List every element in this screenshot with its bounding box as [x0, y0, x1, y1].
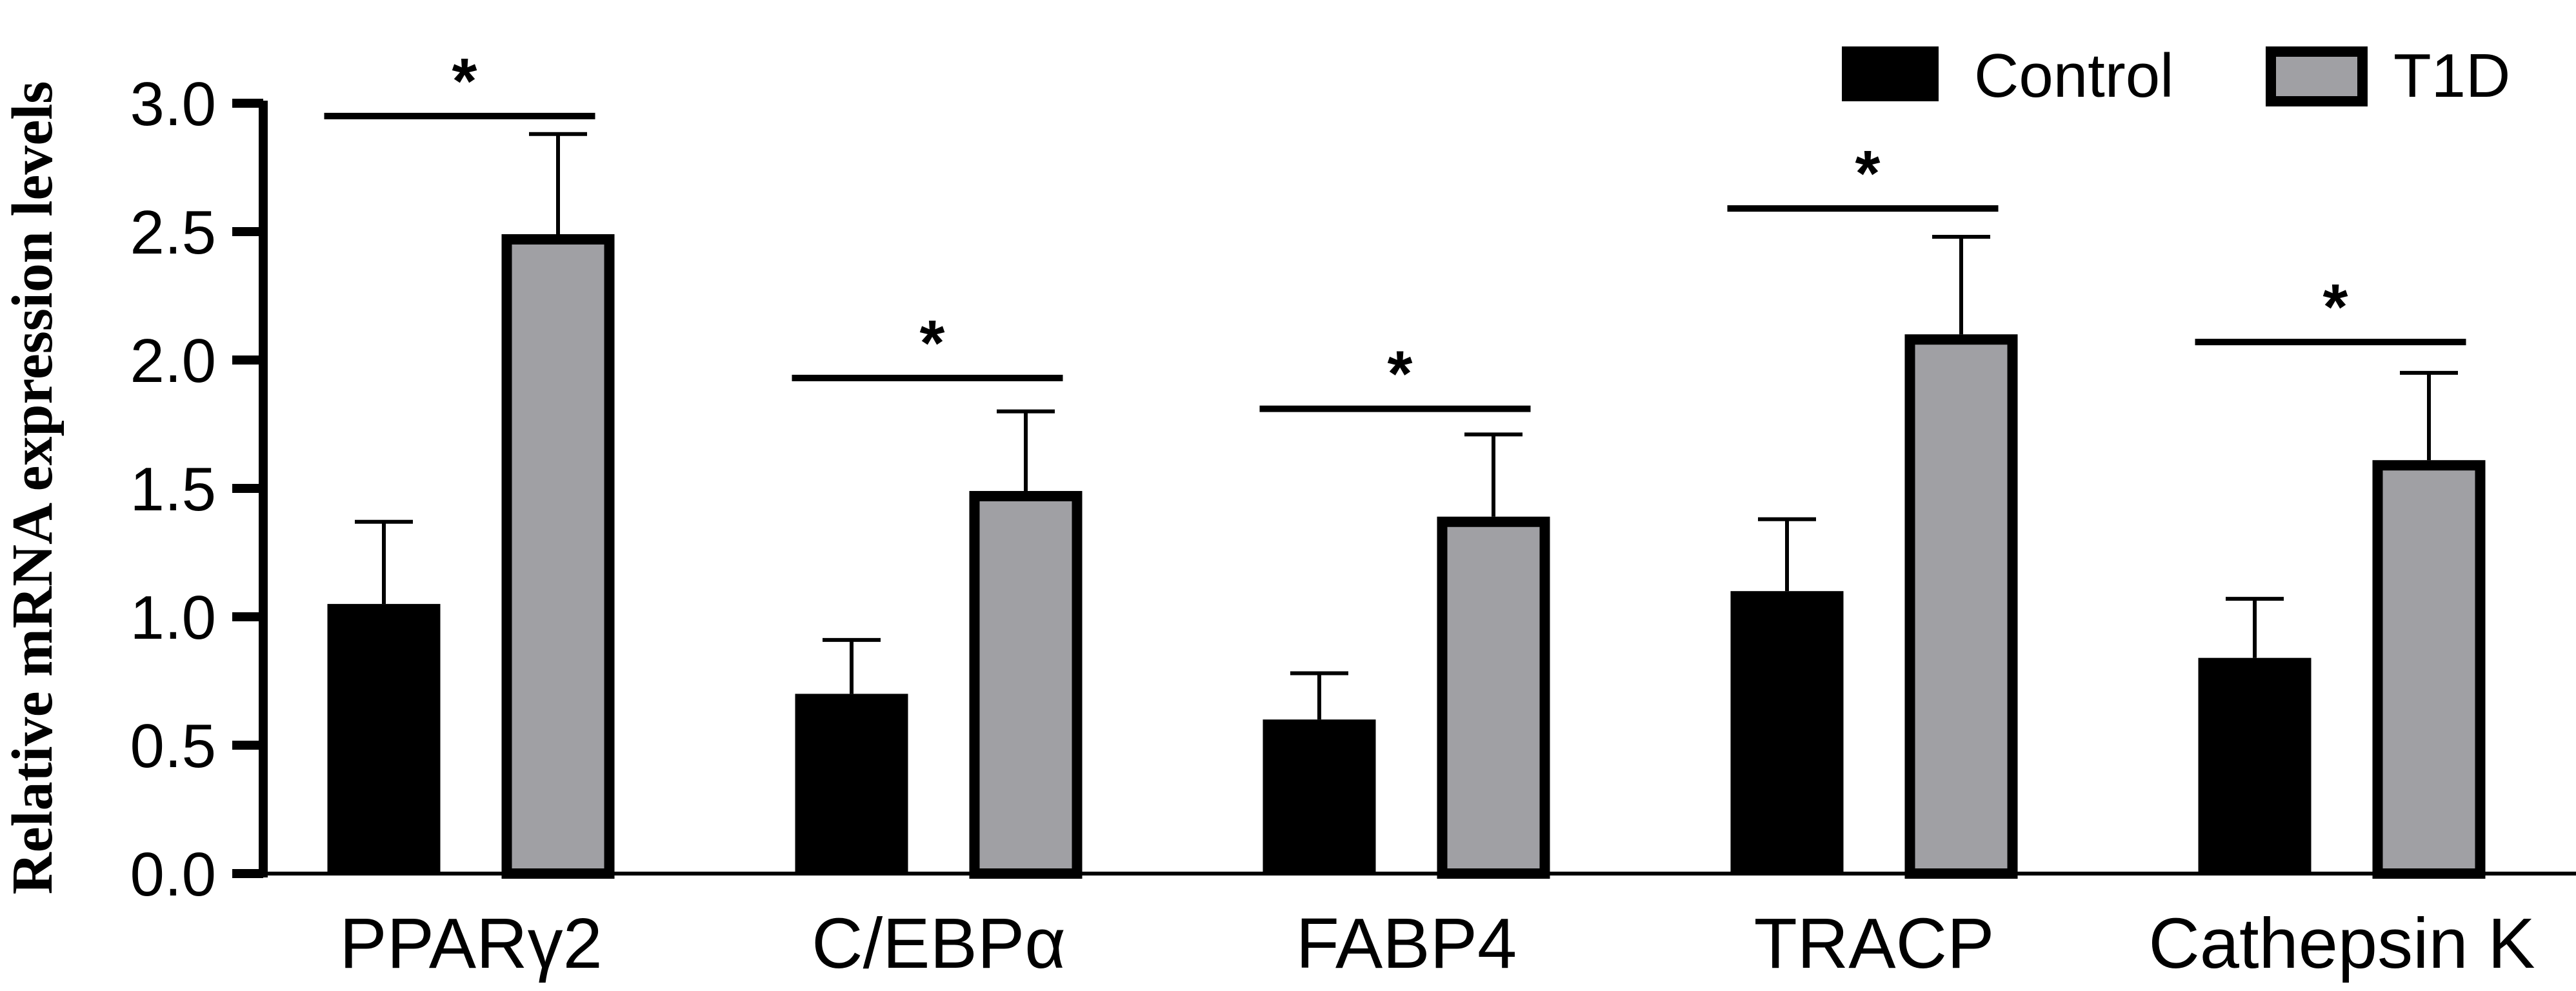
y-tick-label: 0.5 [130, 712, 216, 781]
x-category-label: Cathepsin K [2148, 904, 2535, 983]
y-tick-label: 2.0 [130, 326, 216, 395]
y-tick-label: 0.0 [130, 840, 216, 909]
y-tick-label: 2.5 [130, 198, 216, 267]
bars-group [327, 234, 2486, 879]
significance-group: * * * * * [324, 45, 2466, 412]
significance-star: * [1855, 137, 1881, 210]
legend-label-t1d: T1D [2393, 41, 2510, 110]
bar-t1d [501, 234, 615, 879]
legend-swatch-t1d [2266, 46, 2368, 106]
x-category-label: FABP4 [1296, 904, 1517, 983]
axes: 0.0 0.5 1.0 1.5 2.0 2.5 3.0 PPARγ2 C/EBPα FABP4 TR… [130, 70, 2576, 983]
bar-control [2198, 657, 2311, 874]
bar-t1d [2372, 460, 2486, 879]
legend: Control T1D [1842, 41, 2510, 110]
significance-star: * [1388, 338, 1413, 410]
significance-star: * [2323, 271, 2348, 343]
bar-t1d [969, 490, 1083, 879]
x-category-label: PPARγ2 [339, 904, 603, 983]
bar-control [1263, 719, 1376, 874]
bar-control [795, 694, 908, 874]
x-category-label: C/EBPα [812, 904, 1066, 983]
legend-label-control: Control [1974, 41, 2173, 110]
bar-control [327, 604, 441, 874]
y-tick-label: 3.0 [130, 70, 216, 139]
bar-t1d [1904, 334, 2018, 879]
y-tick-label: 1.0 [130, 583, 216, 652]
y-tick-label: 1.5 [130, 455, 216, 524]
significance-star: * [452, 45, 477, 117]
y-axis-label: Relative mRNA expression levels [1, 81, 65, 895]
error-bars-group [355, 132, 2458, 720]
x-category-label: TRACP [1754, 904, 1995, 983]
bar-t1d [1437, 516, 1550, 879]
bar-control [1730, 591, 1844, 874]
legend-swatch-control [1842, 46, 1939, 101]
significance-star: * [920, 307, 945, 379]
